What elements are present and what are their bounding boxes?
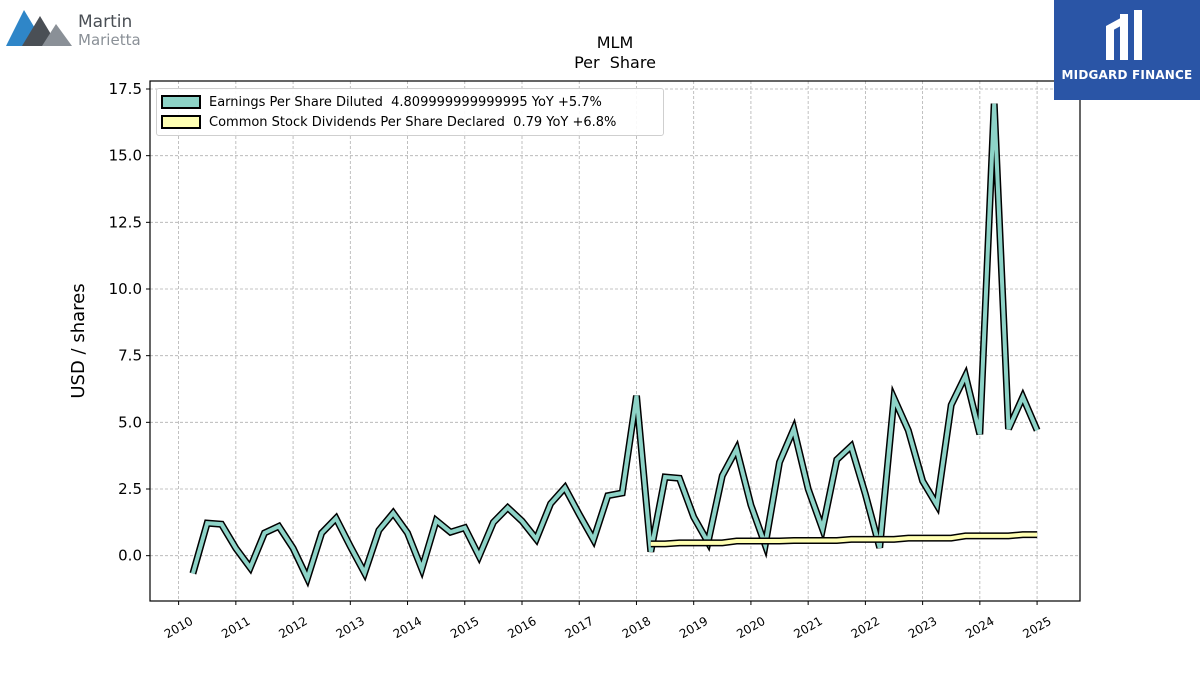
midgard-finance-logo: MIDGARD FINANCE [1054,0,1200,100]
x-tick-label: 2014 [391,614,424,641]
x-tick-label: 2023 [906,614,939,641]
y-tick-label: 10.0 [109,280,142,298]
x-tick-label: 2011 [219,614,252,641]
midgard-logo-icon [1106,10,1142,60]
x-tick-label: 2025 [1020,614,1053,641]
chart-legend: Earnings Per Share Diluted 4.80999999999… [156,88,664,136]
martin-marietta-logo: Martin Marietta [6,6,156,50]
legend-swatch-eps [161,95,201,109]
legend-swatch-dividends [161,115,201,129]
plot-frame [149,80,1081,602]
legend-label-dividends: Common Stock Dividends Per Share Declare… [209,114,617,130]
y-tick-label: 17.5 [109,80,142,98]
x-tick-label: 2020 [734,614,767,641]
x-tick-label: 2024 [963,614,996,641]
x-tick-label: 2017 [563,614,596,641]
y-tick-label: 5.0 [118,413,142,431]
chart-subtitle: Per Share [574,53,656,72]
x-tick-label: 2013 [334,614,367,641]
y-tick-label: 15.0 [109,147,142,165]
x-tick-label: 2010 [162,614,195,641]
series-line-dividends [650,532,1038,546]
y-tick-label: 7.5 [118,347,142,365]
y-tick-label: 2.5 [118,480,142,498]
y-tick-label: 12.5 [109,213,142,231]
x-tick-label: 2016 [505,614,538,641]
x-tick-label: 2018 [620,614,653,641]
x-tick-label: 2015 [448,614,481,641]
x-tick-label: 2022 [849,614,882,641]
series-line-outline-eps [189,103,1041,588]
logo-right-text: MIDGARD FINANCE [1061,68,1193,82]
logo-left-line2: Marietta [78,31,141,49]
legend-entry-dividends: Common Stock Dividends Per Share Declare… [161,113,616,131]
logo-left-line1: Martin [78,12,133,32]
x-tick-label: 2021 [791,614,824,641]
y-axis-label: USD / shares [68,283,89,398]
x-tick-label: 2019 [677,614,710,641]
legend-entry-eps: Earnings Per Share Diluted 4.80999999999… [161,93,602,111]
mountain-logo-icon [6,10,72,46]
chart-title: MLM [597,33,634,52]
x-tick-label: 2012 [276,614,309,641]
y-tick-label: 0.0 [118,547,142,565]
series-line-eps [190,103,1039,584]
legend-label-eps: Earnings Per Share Diluted 4.80999999999… [209,94,602,110]
